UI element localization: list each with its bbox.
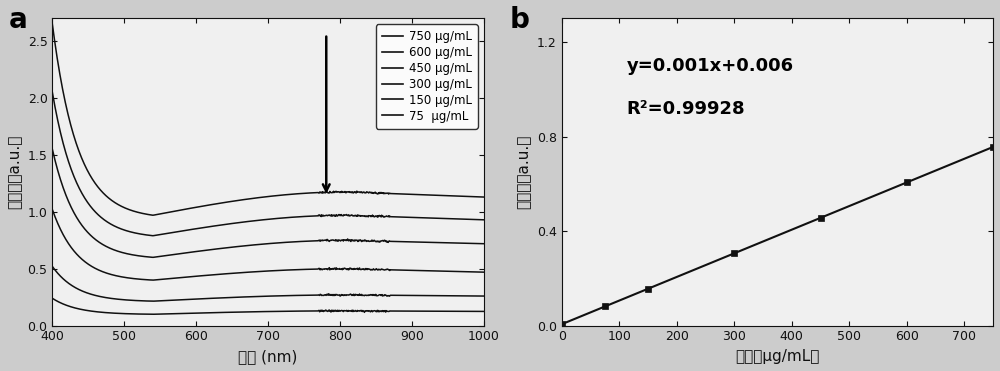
Legend: 750 μg/mL, 600 μg/mL, 450 μg/mL, 300 μg/mL, 150 μg/mL, 75  μg/mL: 750 μg/mL, 600 μg/mL, 450 μg/mL, 300 μg/…: [376, 24, 478, 129]
Y-axis label: 吸光度（a.u.）: 吸光度（a.u.）: [7, 135, 22, 209]
Text: a: a: [9, 6, 28, 34]
X-axis label: 波长 (nm): 波长 (nm): [238, 349, 298, 364]
Text: R²=0.99928: R²=0.99928: [626, 100, 745, 118]
Text: y=0.001x+0.006: y=0.001x+0.006: [626, 57, 794, 75]
X-axis label: 浓度（μg/mL）: 浓度（μg/mL）: [735, 349, 820, 364]
Text: b: b: [510, 6, 530, 34]
Y-axis label: 吸光度（a.u.）: 吸光度（a.u.）: [516, 135, 531, 209]
